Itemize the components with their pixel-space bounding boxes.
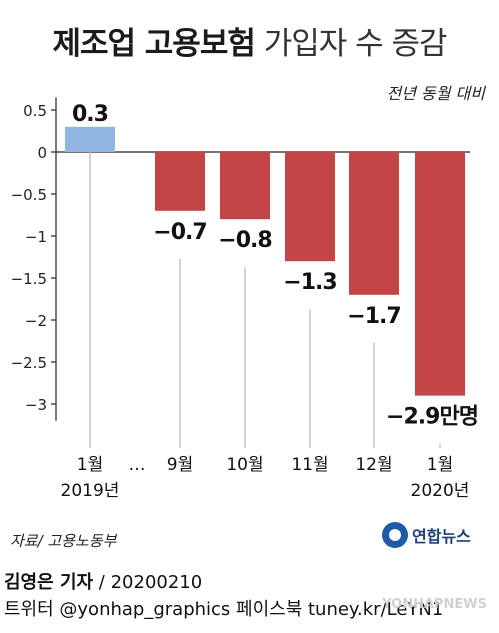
y-tick-label: −1 [25, 228, 47, 246]
data-label: −1.7 [347, 304, 400, 329]
logo-text: 연합뉴스 [412, 527, 471, 546]
data-label: 0.3 [72, 102, 108, 127]
x-category-label: 1월 [427, 455, 453, 475]
y-tick-label: 0 [37, 144, 47, 162]
social-handles: 트위터 @yonhap_graphics 페이스북 tuney.kr/LeYN1 [4, 599, 444, 620]
unit-note: 전년 동월 대비 [386, 84, 486, 103]
title-light: 가입자 수 증감 [263, 26, 448, 62]
credit-date: / 20200210 [93, 572, 203, 593]
x-category-label: 9월 [167, 455, 193, 475]
x-category-label: 1월 [77, 455, 103, 475]
y-tick-label: −0.5 [11, 186, 47, 204]
bar [155, 152, 205, 211]
y-tick-label: −1.5 [11, 270, 47, 288]
chart-area: 0.5 0 −0.5 −1 −1.5 −2 −2.5 −3 0.3 −0.7 −0.8 −1.3 −1.… [11, 97, 479, 501]
yonhap-logo-icon [382, 522, 408, 548]
credit-block: 김영은 기자 / 20200210 트위터 @yonhap_graphics 페… [4, 569, 443, 623]
title-bold: 제조업 고용보험 [52, 26, 255, 62]
y-tick-label: −2 [25, 312, 47, 330]
data-label: −0.7 [153, 220, 206, 245]
y-tick-label: −3 [25, 396, 47, 414]
y-tick-label: 0.5 [23, 102, 47, 120]
x-category-label: 2019년 [61, 481, 120, 501]
yonhap-logo: 연합뉴스 [382, 522, 471, 548]
data-label: −1.3 [283, 270, 336, 295]
x-category-label: 11월 [291, 455, 328, 475]
reporter-name: 김영은 기자 [4, 572, 94, 593]
x-category-label: 12월 [355, 455, 392, 475]
data-label: −2.9만명 [386, 405, 478, 430]
chart-title: 제조업 고용보험 가입자 수 증감 [0, 18, 499, 63]
bar [220, 152, 270, 220]
x-category-label: 10월 [226, 455, 263, 475]
bar [65, 126, 115, 152]
bar [285, 152, 335, 262]
bar [415, 152, 465, 396]
x-gap-label: … [129, 455, 146, 475]
x-category-label: 2020년 [411, 481, 470, 501]
source-label: 자료/ 고용노동부 [10, 532, 117, 550]
data-label: −0.8 [218, 228, 271, 253]
bar [349, 152, 399, 295]
y-tick-label: −2.5 [11, 354, 47, 372]
watermark: YONHAPNEWS [382, 597, 487, 612]
